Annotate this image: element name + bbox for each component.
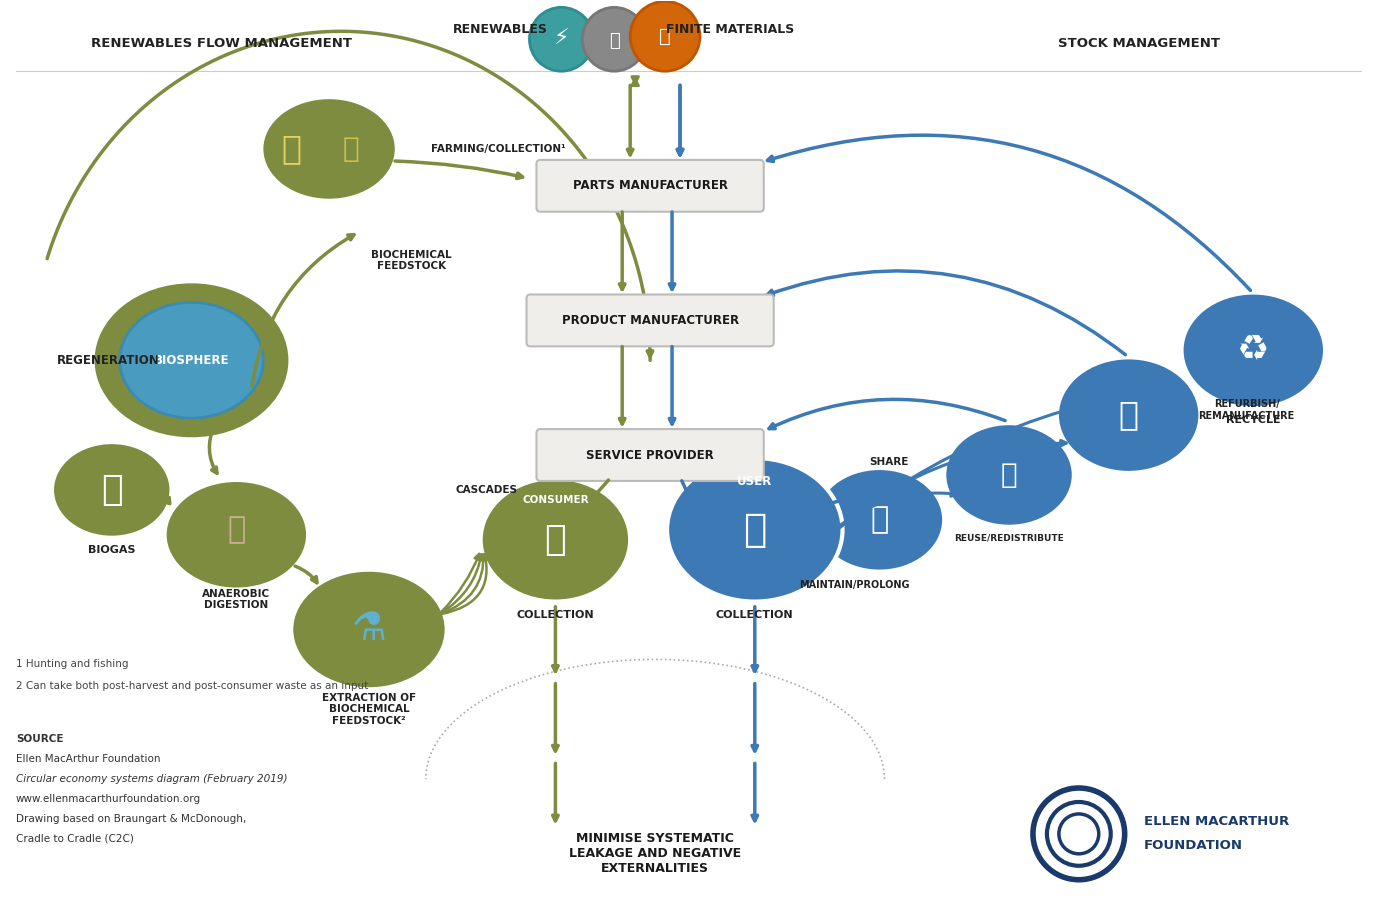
Text: Ellen MacArthur Foundation: Ellen MacArthur Foundation (17, 754, 161, 764)
Text: REGENERATION: REGENERATION (56, 354, 160, 367)
Text: 🏗: 🏗 (227, 515, 245, 544)
Ellipse shape (165, 480, 308, 589)
Text: ⚡: ⚡ (554, 29, 569, 50)
Text: ANAEROBIC
DIGESTION: ANAEROBIC DIGESTION (202, 589, 270, 611)
Text: CASCADES: CASCADES (456, 485, 518, 495)
Text: ⚗: ⚗ (351, 611, 387, 648)
Text: 🔥: 🔥 (101, 472, 123, 507)
Text: 🏭: 🏭 (1118, 399, 1139, 432)
Text: 2 Can take both post-harvest and post-consumer waste as an input: 2 Can take both post-harvest and post-co… (17, 682, 368, 692)
Text: BIOGAS: BIOGAS (88, 544, 135, 554)
FancyBboxPatch shape (526, 295, 774, 346)
Text: ⛽: ⛽ (609, 32, 620, 51)
Text: CONSUMER: CONSUMER (522, 495, 589, 505)
Ellipse shape (52, 442, 172, 538)
Text: RECYCLE: RECYCLE (1226, 415, 1281, 426)
Text: REFURBISH/
REMANUFACTURE: REFURBISH/ REMANUFACTURE (1198, 400, 1294, 421)
Ellipse shape (92, 281, 291, 440)
Text: ♻: ♻ (1237, 333, 1270, 367)
Ellipse shape (481, 478, 631, 601)
Text: www.ellenmacarthurfoundation.org: www.ellenmacarthurfoundation.org (17, 794, 201, 804)
Text: PARTS MANUFACTURER: PARTS MANUFACTURER (573, 180, 727, 192)
Text: BIOCHEMICAL
FEEDSTOCK: BIOCHEMICAL FEEDSTOCK (370, 250, 452, 272)
FancyBboxPatch shape (537, 160, 764, 212)
Text: PRODUCT MANUFACTURER: PRODUCT MANUFACTURER (562, 314, 738, 327)
Text: Drawing based on Braungart & McDonough,: Drawing based on Braungart & McDonough, (17, 814, 246, 824)
Text: Cradle to Cradle (C2C): Cradle to Cradle (C2C) (17, 834, 134, 844)
Text: SOURCE: SOURCE (17, 734, 63, 744)
Text: 🔧: 🔧 (870, 506, 888, 534)
Text: FINITE MATERIALS: FINITE MATERIALS (665, 23, 795, 36)
Ellipse shape (120, 302, 263, 418)
Text: SERVICE PROVIDER: SERVICE PROVIDER (587, 449, 715, 461)
Text: COLLECTION: COLLECTION (516, 610, 595, 620)
Text: STOCK MANAGEMENT: STOCK MANAGEMENT (1058, 37, 1220, 50)
Text: 📦: 📦 (1001, 460, 1018, 489)
Text: 🛒: 🛒 (544, 523, 566, 557)
Ellipse shape (815, 468, 945, 572)
Text: COLLECTION: COLLECTION (716, 610, 793, 620)
Text: MINIMISE SYSTEMATIC
LEAKAGE AND NEGATIVE
EXTERNALITIES: MINIMISE SYSTEMATIC LEAKAGE AND NEGATIVE… (569, 833, 741, 875)
Text: RENEWABLES: RENEWABLES (453, 23, 548, 36)
Text: ELLEN MACARTHUR: ELLEN MACARTHUR (1144, 815, 1289, 828)
Text: REUSE/REDISTRIBUTE: REUSE/REDISTRIBUTE (954, 533, 1064, 542)
Text: 1 Hunting and fishing: 1 Hunting and fishing (17, 659, 128, 670)
Text: RENEWABLES FLOW MANAGEMENT: RENEWABLES FLOW MANAGEMENT (91, 37, 353, 50)
Text: 🚛: 🚛 (660, 27, 671, 46)
Ellipse shape (631, 2, 700, 71)
Text: 🐟: 🐟 (343, 135, 359, 163)
Text: SHARE: SHARE (870, 457, 909, 467)
FancyBboxPatch shape (537, 429, 764, 481)
Ellipse shape (262, 97, 397, 201)
Ellipse shape (530, 7, 593, 71)
Text: FARMING/COLLECTION¹: FARMING/COLLECTION¹ (431, 144, 566, 154)
Ellipse shape (666, 458, 843, 601)
Text: Circular economy systems diagram (February 2019): Circular economy systems diagram (Februa… (17, 774, 288, 784)
Ellipse shape (582, 7, 646, 71)
Ellipse shape (945, 423, 1074, 527)
Ellipse shape (291, 570, 446, 689)
Text: FOUNDATION: FOUNDATION (1144, 839, 1242, 852)
Ellipse shape (1181, 293, 1325, 408)
Text: BIOSPHERE: BIOSPHERE (154, 354, 229, 367)
Ellipse shape (1058, 357, 1201, 473)
Text: EXTRACTION OF
BIOCHEMICAL
FEEDSTOCK²: EXTRACTION OF BIOCHEMICAL FEEDSTOCK² (322, 693, 416, 726)
Text: 🌾: 🌾 (281, 133, 302, 166)
Text: MAINTAIN/PROLONG: MAINTAIN/PROLONG (799, 579, 910, 589)
Text: 💻: 💻 (744, 511, 767, 549)
Text: USER: USER (737, 475, 772, 488)
